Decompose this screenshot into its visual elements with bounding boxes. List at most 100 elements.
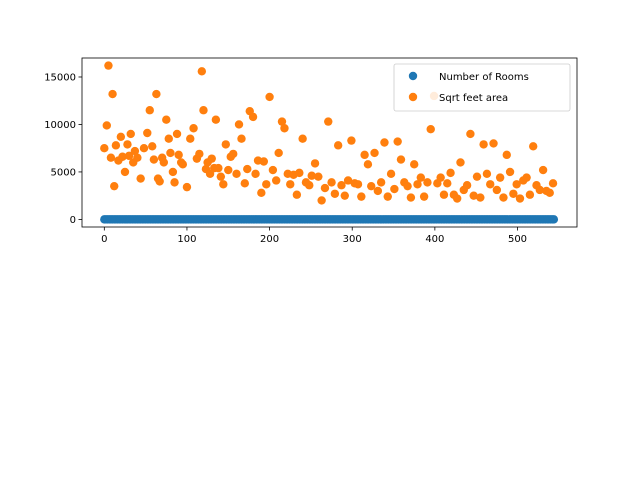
area-point: [502, 150, 511, 160]
area-point: [314, 172, 323, 181]
area-point: [110, 181, 119, 191]
area-point: [106, 153, 116, 162]
area-point: [522, 173, 531, 182]
area-point: [214, 163, 223, 173]
area-point: [104, 61, 113, 70]
area-point: [333, 141, 343, 150]
area-point: [324, 117, 333, 126]
area-point: [240, 179, 249, 188]
area-point: [390, 184, 399, 194]
area-point: [271, 176, 281, 185]
area-point: [145, 106, 154, 115]
area-point: [229, 149, 238, 159]
chart-legend: Number of Rooms Sqrt feet area: [393, 63, 571, 112]
plot-area: [81, 57, 578, 228]
area-point: [529, 142, 538, 151]
area-point: [367, 181, 376, 191]
area-point: [443, 179, 452, 188]
area-point: [472, 172, 482, 181]
area-point: [373, 186, 383, 196]
area-point: [515, 194, 525, 203]
area-point: [403, 181, 412, 191]
area-point: [292, 190, 302, 199]
area-point: [143, 128, 152, 138]
x-tick-label: 500: [508, 234, 527, 245]
area-point: [268, 165, 278, 175]
area-point: [126, 129, 135, 139]
area-point: [277, 117, 287, 126]
area-point: [168, 167, 178, 177]
area-point: [413, 180, 422, 189]
area-point: [216, 172, 226, 181]
area-point: [320, 183, 330, 193]
area-point: [298, 134, 307, 143]
area-point: [118, 152, 127, 161]
y-tick-label: 10000: [44, 120, 76, 131]
legend-marker: [408, 71, 418, 81]
area-point: [337, 181, 346, 190]
area-point: [166, 148, 175, 158]
area-point: [174, 150, 183, 160]
area-point: [396, 155, 406, 164]
area-point: [189, 124, 198, 133]
legend-marker: [408, 92, 418, 102]
area-point: [123, 140, 132, 149]
area-point: [274, 148, 283, 158]
area-point: [436, 173, 445, 182]
area-point: [370, 148, 379, 158]
chart-marks: [100, 61, 559, 224]
area-point: [439, 190, 449, 199]
area-point: [172, 129, 182, 139]
area-point: [363, 160, 373, 169]
area-point: [383, 192, 392, 201]
area-point: [538, 165, 548, 175]
area-point: [482, 169, 492, 179]
area-point: [545, 188, 554, 198]
x-tick-label: 400: [425, 234, 444, 245]
area-point: [232, 169, 241, 179]
x-tick-label: 200: [260, 234, 279, 245]
area-point: [317, 196, 326, 205]
area-point: [456, 158, 465, 167]
area-point: [307, 171, 316, 180]
area-point: [133, 153, 142, 162]
area-point: [452, 194, 462, 203]
legend-box: [393, 63, 571, 112]
y-tick-label: 15000: [44, 72, 76, 83]
area-point: [139, 143, 149, 153]
area-point: [492, 185, 502, 195]
area-point: [360, 150, 369, 160]
area-point: [469, 191, 478, 200]
area-point: [410, 160, 419, 169]
area-point: [265, 92, 274, 102]
x-tick-label: 100: [177, 234, 196, 245]
area-point: [120, 167, 130, 177]
y-tick-label: 0: [70, 215, 76, 226]
area-point: [130, 146, 140, 156]
area-point: [376, 178, 386, 187]
area-point: [343, 176, 353, 185]
area-point: [178, 160, 188, 169]
area-point: [108, 89, 117, 99]
area-point: [406, 193, 416, 202]
area-point: [535, 185, 545, 195]
area-point: [525, 190, 535, 199]
area-point: [164, 134, 173, 143]
area-point: [426, 125, 435, 134]
area-point: [419, 192, 429, 201]
area-point: [280, 124, 289, 133]
area-point: [148, 142, 157, 151]
area-point: [310, 159, 320, 168]
legend-label: Number of Rooms: [439, 72, 529, 83]
area-point: [466, 129, 475, 139]
rooms-point: [549, 215, 559, 224]
area-point: [295, 168, 304, 178]
area-point: [505, 167, 515, 177]
area-point: [116, 132, 126, 142]
area-point: [234, 120, 244, 129]
area-point: [219, 180, 228, 189]
area-point: [237, 134, 246, 143]
area-point: [548, 179, 558, 188]
